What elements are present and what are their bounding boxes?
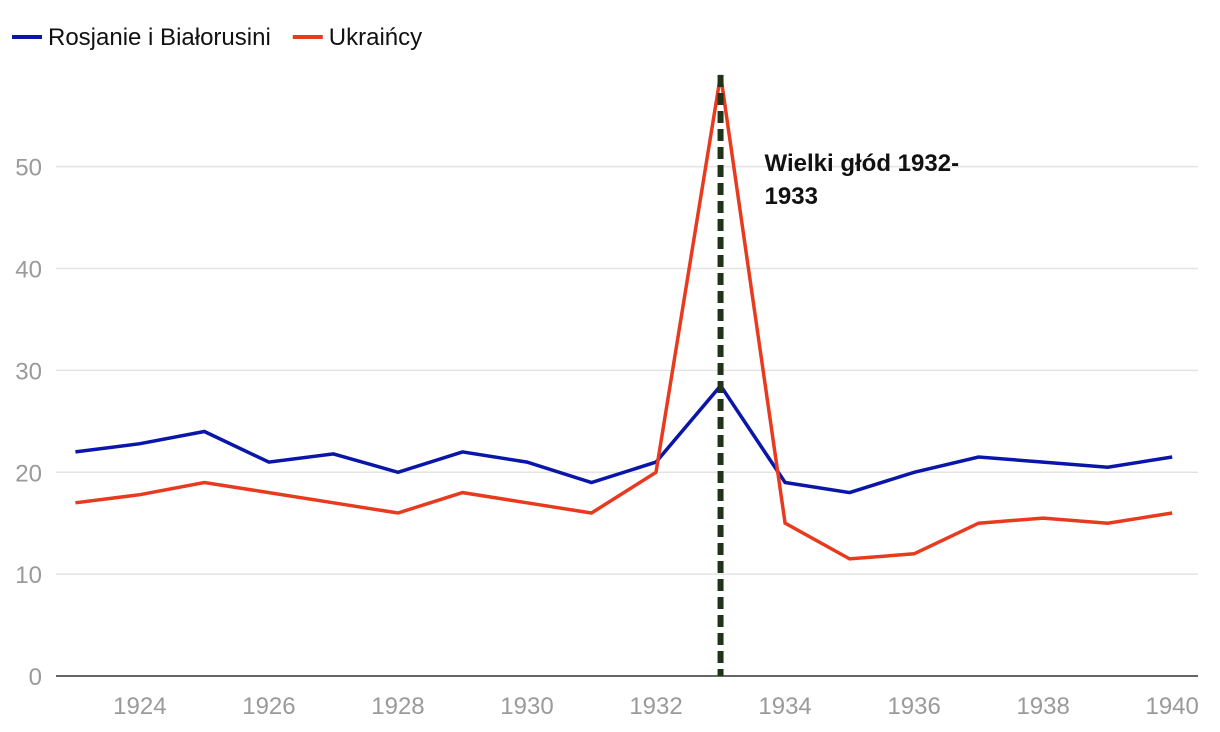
y-tick-label: 40 — [15, 257, 42, 284]
x-tick-label: 1930 — [500, 693, 553, 720]
y-tick-label: 20 — [15, 460, 42, 487]
x-tick-label: 1940 — [1145, 693, 1198, 720]
y-tick-label: 50 — [15, 155, 42, 182]
y-tick-label: 30 — [15, 358, 42, 385]
y-tick-label: 0 — [29, 664, 42, 691]
series-line-ukraincy — [75, 74, 1173, 561]
series-lines — [75, 74, 1173, 561]
x-axis-ticks: 1924 1926 1928 1930 1932 1934 1936 1938 1940 — [113, 693, 1199, 720]
x-tick-label: 1936 — [887, 693, 940, 720]
x-tick-label: 1938 — [1016, 693, 1069, 720]
y-axis-ticks: 0 10 20 30 40 50 — [15, 155, 42, 691]
y-tick-label: 10 — [15, 562, 42, 589]
legend-item: Rosjanie i Białorusini — [12, 24, 271, 51]
annotation-label-line-2: 1933 — [765, 183, 818, 210]
x-tick-label: 1924 — [113, 693, 166, 720]
x-tick-label: 1934 — [758, 693, 811, 720]
x-tick-label: 1926 — [242, 693, 295, 720]
x-tick-label: 1932 — [629, 693, 682, 720]
annotation: Wielki głód 1932- 1933 — [717, 75, 960, 676]
series-line-rosjanie-i-bialorusini — [75, 382, 1173, 495]
legend-label: Ukraińcy — [329, 24, 422, 51]
legend-label: Rosjanie i Białorusini — [48, 24, 271, 51]
x-tick-label: 1928 — [371, 693, 424, 720]
legend: Rosjanie i Białorusini Ukraińcy — [12, 24, 422, 51]
annotation-label-line-1: Wielki głód 1932- — [765, 150, 960, 177]
legend-item: Ukraińcy — [292, 24, 422, 51]
grid-lines — [56, 165, 1198, 575]
